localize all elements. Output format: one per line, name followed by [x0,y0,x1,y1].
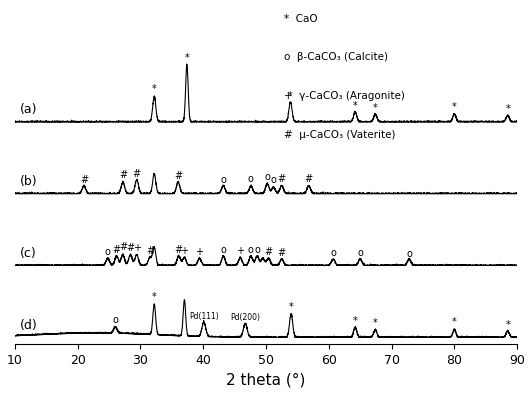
Text: o: o [220,245,226,255]
Text: +: + [132,243,140,253]
Text: o: o [264,173,270,182]
Text: o: o [112,315,118,325]
Text: o  β-CaCO₃ (Calcite): o β-CaCO₃ (Calcite) [284,52,388,62]
Text: *: * [353,316,358,326]
Text: Pd(111): Pd(111) [189,312,219,321]
Text: #: # [174,171,182,181]
Text: *: * [505,320,510,329]
Text: o: o [105,247,111,257]
Text: #: # [132,169,141,179]
Text: o: o [254,245,260,255]
Text: #: # [119,242,127,252]
Text: *: * [505,104,510,114]
Text: (b): (b) [20,175,38,188]
Text: *: * [185,53,189,63]
Text: +  γ-CaCO₃ (Aragonite): + γ-CaCO₃ (Aragonite) [284,91,404,101]
Text: (c): (c) [20,247,37,260]
Text: o: o [248,174,254,184]
Text: o: o [271,175,277,185]
Text: #: # [113,245,121,255]
Text: o: o [248,245,254,255]
Text: #: # [119,170,127,180]
Text: Pd(200): Pd(200) [230,314,260,322]
Text: *: * [152,84,156,95]
Text: *: * [452,102,456,112]
Text: #: # [80,175,88,185]
Text: #: # [146,246,154,256]
Text: #: # [264,247,272,257]
Text: o: o [330,248,336,258]
Text: o: o [406,249,412,258]
Text: (a): (a) [20,104,37,117]
Text: *: * [288,91,293,100]
Text: o: o [220,175,226,185]
Text: +: + [195,247,203,257]
Text: #: # [174,245,183,255]
Text: *: * [452,317,456,327]
X-axis label: 2 theta (°): 2 theta (°) [226,372,306,387]
Text: *: * [152,292,156,303]
Text: #  μ-CaCO₃ (Vaterite): # μ-CaCO₃ (Vaterite) [284,130,395,140]
Text: +: + [180,246,188,256]
Text: #: # [278,174,286,184]
Text: *  CaO: * CaO [284,14,317,24]
Text: +: + [236,246,244,256]
Text: *: * [373,103,378,113]
Text: #: # [305,174,313,184]
Text: o: o [357,247,363,258]
Text: *: * [353,101,358,111]
Text: #: # [126,243,135,253]
Text: *: * [289,303,294,312]
Text: (d): (d) [20,319,38,332]
Text: *: * [373,318,378,328]
Text: #: # [278,248,286,258]
